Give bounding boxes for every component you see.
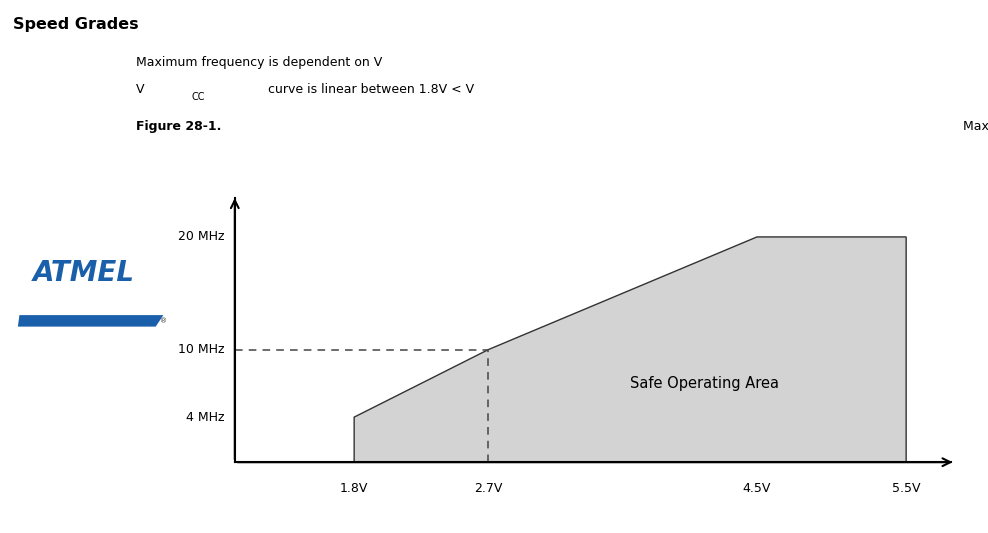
Text: V: V [136, 83, 145, 95]
Polygon shape [354, 237, 906, 462]
Text: 10 MHz: 10 MHz [178, 343, 224, 356]
Text: 4.5V: 4.5V [743, 482, 772, 496]
Text: Figure 28-1.: Figure 28-1. [136, 120, 221, 133]
Text: Safe Operating Area: Safe Operating Area [630, 376, 780, 391]
Polygon shape [18, 315, 163, 327]
Text: Speed Grades: Speed Grades [13, 17, 138, 32]
Text: 20 MHz: 20 MHz [178, 230, 224, 244]
Text: ®: ® [160, 319, 167, 325]
Text: CC: CC [192, 92, 205, 102]
Text: ATMEL: ATMEL [33, 259, 134, 287]
Text: 5.5V: 5.5V [892, 482, 921, 496]
Text: Maximum frequency is dependent on V: Maximum frequency is dependent on V [136, 56, 382, 69]
Text: 4 MHz: 4 MHz [186, 410, 224, 424]
Text: Maximum Frequency vs. V: Maximum Frequency vs. V [963, 120, 988, 133]
Text: 1.8V: 1.8V [340, 482, 369, 496]
Text: 2.7V: 2.7V [474, 482, 503, 496]
Text: curve is linear between 1.8V < V: curve is linear between 1.8V < V [265, 83, 474, 95]
